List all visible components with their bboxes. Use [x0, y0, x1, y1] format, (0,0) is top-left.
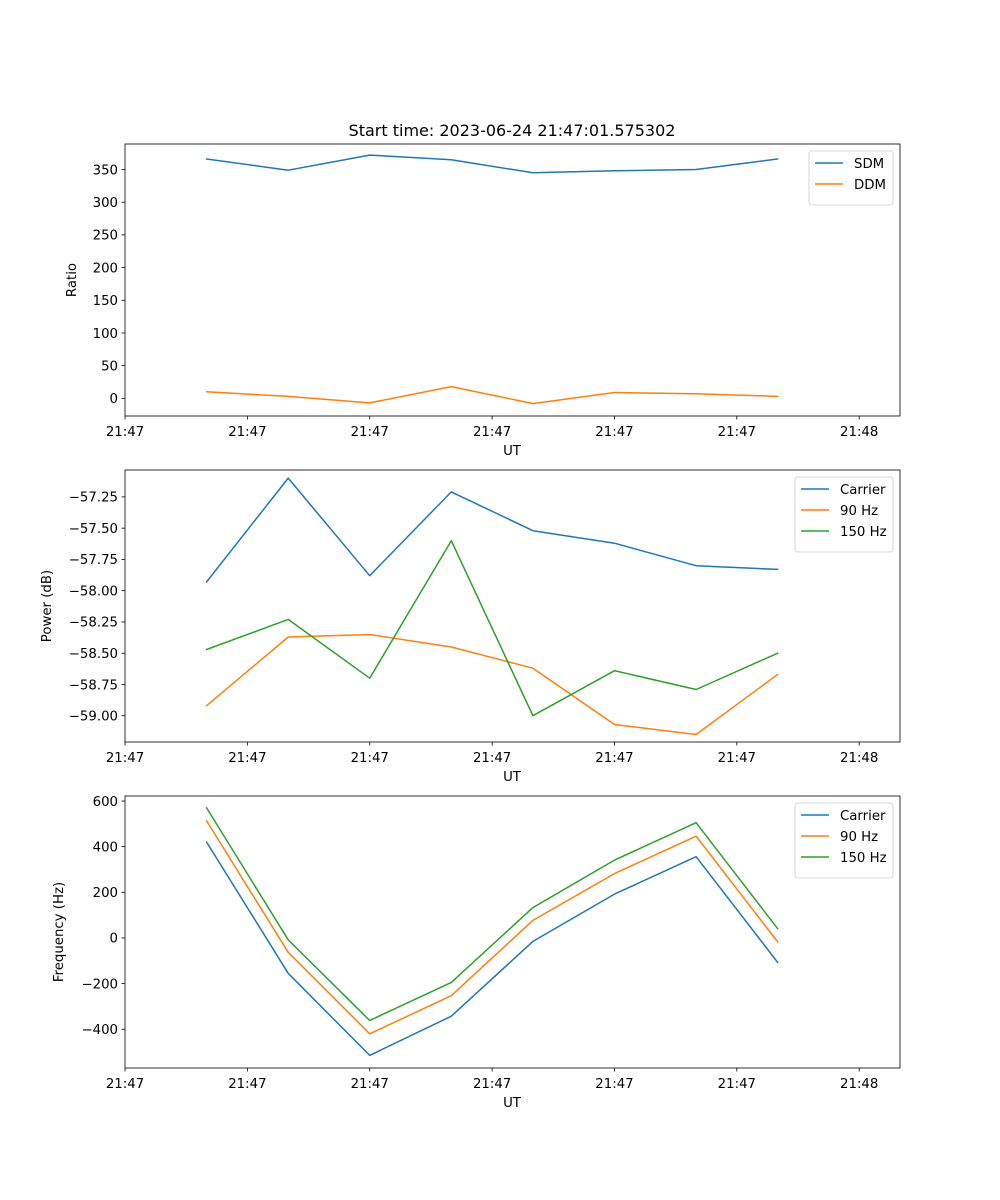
y-tick-label: 0	[110, 392, 118, 407]
axes-frame	[124, 795, 901, 1069]
panel-2: 21:47 21:47 21:47 21:47 21:47 21:47 21:48 −59.0…	[40, 469, 901, 785]
x-tick-label: 21:47	[718, 1077, 756, 1092]
axes-frame	[124, 469, 901, 743]
y-tick-label: −59.00	[69, 710, 118, 725]
x-axis-label: UT	[503, 444, 522, 459]
y-tick-label: −57.50	[69, 522, 118, 537]
series-line-carrier	[205, 841, 779, 1057]
x-tick-label: 21:47	[106, 425, 144, 440]
y-axis-label: Frequency (Hz)	[52, 882, 67, 982]
series-line-150-hz	[205, 539, 779, 717]
legend-box	[794, 802, 894, 879]
y-tick-label: 150	[93, 294, 118, 309]
legend-label: 150 Hz	[840, 851, 887, 866]
series-line-carrier	[205, 477, 779, 583]
series-line-90-hz	[205, 819, 779, 1035]
x-tick-label: 21:47	[228, 1077, 266, 1092]
x-tick-label: 21:47	[228, 425, 266, 440]
legend-label: DDM	[854, 178, 886, 193]
y-tick-label: −58.50	[69, 647, 118, 662]
axes-frame	[124, 143, 901, 417]
x-tick-label: 21:47	[351, 1077, 389, 1092]
legend-label: Carrier	[840, 809, 886, 824]
y-tick-label: 200	[93, 261, 118, 276]
x-tick-label: 21:47	[351, 425, 389, 440]
legend: SDM DDM	[808, 150, 894, 206]
x-axis-label: UT	[503, 770, 522, 785]
legend-label: 150 Hz	[840, 525, 887, 540]
x-tick-label: 21:47	[473, 751, 511, 766]
x-tick-label: 21:48	[840, 751, 878, 766]
series-line-sdm	[205, 154, 779, 174]
x-tick-label: 21:47	[228, 751, 266, 766]
y-tick-label: 300	[93, 196, 118, 211]
y-tick-label: 100	[93, 327, 118, 342]
x-tick-label: 21:48	[840, 425, 878, 440]
x-tick-label: 21:47	[473, 1077, 511, 1092]
y-tick-label: −57.75	[69, 553, 118, 568]
y-tick-label: −57.25	[69, 491, 118, 506]
series-line-ddm	[205, 385, 779, 405]
legend-label: SDM	[854, 157, 884, 172]
x-tick-label: 21:47	[351, 751, 389, 766]
legend-box	[808, 150, 894, 206]
legend-box	[794, 476, 894, 553]
y-tick-label: 250	[93, 229, 118, 244]
x-tick-label: 21:47	[718, 751, 756, 766]
y-axis-label: Power (dB)	[40, 570, 55, 642]
panel-3: 21:47 21:47 21:47 21:47 21:47 21:47 21:48 −400 −…	[52, 795, 901, 1111]
y-axis-label: Ratio	[65, 263, 80, 297]
legend-label: 90 Hz	[840, 504, 878, 519]
x-tick-label: 21:47	[595, 751, 633, 766]
x-tick-label: 21:47	[718, 425, 756, 440]
legend-label: Carrier	[840, 483, 886, 498]
x-tick-label: 21:47	[106, 1077, 144, 1092]
y-tick-label: −200	[81, 977, 118, 992]
series-line-90-hz	[205, 633, 779, 736]
x-tick-label: 21:47	[106, 751, 144, 766]
figure-title: Start time: 2023-06-24 21:47:01.575302	[349, 121, 676, 140]
legend: Carrier 90 Hz 150 Hz	[794, 802, 894, 879]
legend: Carrier 90 Hz 150 Hz	[794, 476, 894, 553]
legend-label: 90 Hz	[840, 830, 878, 845]
x-tick-label: 21:47	[595, 1077, 633, 1092]
y-tick-label: 200	[93, 886, 118, 901]
y-tick-label: 50	[101, 359, 118, 374]
y-tick-label: −58.25	[69, 616, 118, 631]
y-tick-label: 400	[93, 840, 118, 855]
y-tick-label: 0	[110, 932, 118, 947]
panel-1: 21:47 21:47 21:47 21:47 21:47 21:47 21:48 0 50 10…	[65, 143, 901, 459]
x-axis-label: UT	[503, 1096, 522, 1111]
y-tick-label: −400	[81, 1023, 118, 1038]
x-tick-label: 21:47	[473, 425, 511, 440]
series-line-150-hz	[205, 806, 779, 1022]
y-tick-label: 350	[93, 163, 118, 178]
y-tick-label: 600	[93, 795, 118, 810]
x-tick-label: 21:48	[840, 1077, 878, 1092]
panels: 21:47 21:47 21:47 21:47 21:47 21:47 21:48 0 50 10…	[40, 143, 901, 1111]
x-tick-label: 21:47	[595, 425, 633, 440]
y-tick-label: −58.75	[69, 678, 118, 693]
y-tick-label: −58.00	[69, 584, 118, 599]
